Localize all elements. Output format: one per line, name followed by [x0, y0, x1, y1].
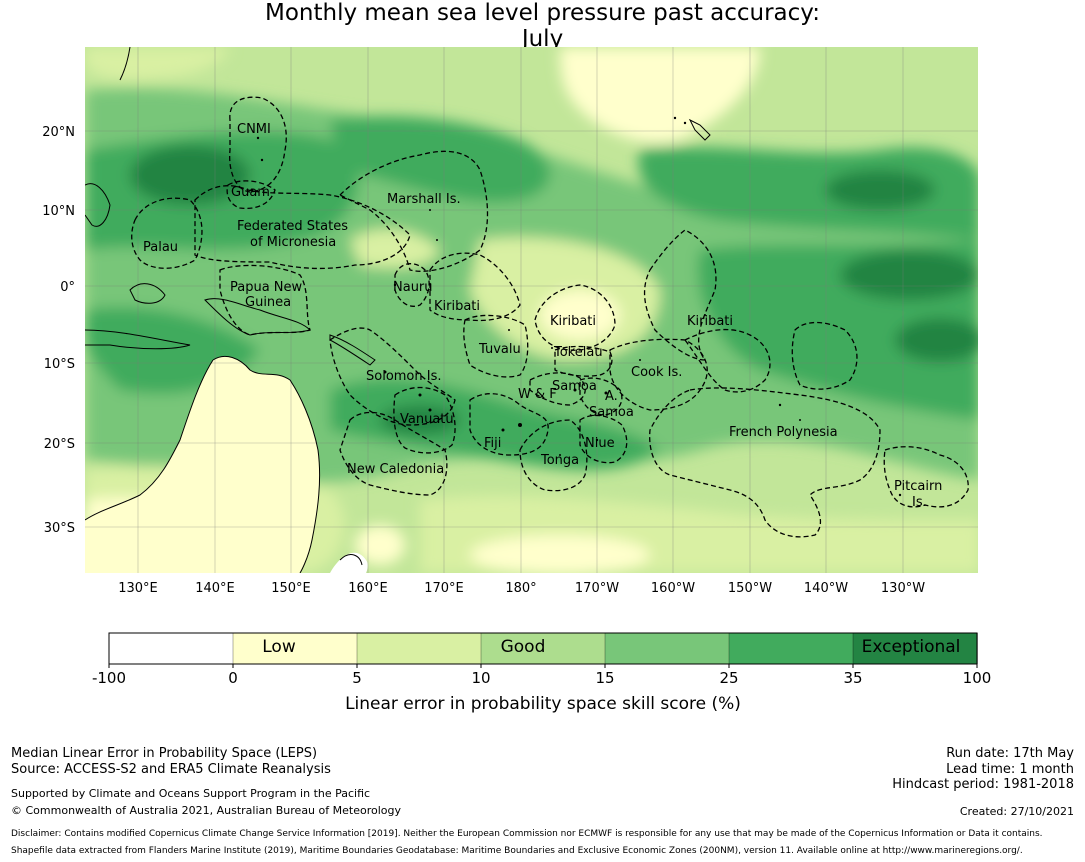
- lon-tick-label: 160°W: [651, 581, 695, 596]
- region-label: Fiji: [484, 436, 501, 451]
- region-label: Kiribati: [550, 314, 596, 329]
- colorbar-tick-label: 25: [719, 669, 738, 687]
- lon-tick-label: 130°W: [881, 581, 925, 596]
- region-label: Pitcairn: [894, 479, 942, 494]
- footer-created: Created: 27/10/2021: [959, 805, 1074, 818]
- region-label: CNMI: [237, 122, 271, 137]
- region-label: Niue: [585, 436, 615, 451]
- region-label: Solomon Is.: [366, 369, 442, 384]
- footer-support: Supported by Climate and Oceans Support …: [11, 787, 371, 800]
- colorbar-tick-label: 15: [595, 669, 614, 687]
- footer-hindcast: Hindcast period: 1981-2018: [892, 777, 1074, 792]
- footer-lead-time: Lead time: 1 month: [946, 762, 1074, 777]
- footer-disclaimer: Disclaimer: Contains modified Copernicus…: [11, 829, 1043, 839]
- skill-field: [85, 47, 978, 573]
- lat-tick-label: 20°N: [42, 125, 75, 140]
- colorbar-cell: [604, 632, 730, 665]
- lon-tick-label: 150°E: [271, 581, 311, 596]
- colorbar-category-exceptional: Exceptional: [862, 637, 961, 657]
- colorbar-cell: [108, 632, 234, 665]
- colorbar-label: Linear error in probability space skill …: [345, 694, 741, 714]
- lon-tick-label: 150°W: [728, 581, 772, 596]
- footer-copyright: © Commonwealth of Australia 2021, Austra…: [11, 804, 401, 817]
- region-label: Papua New: [230, 280, 303, 295]
- region-label: of Micronesia: [250, 235, 336, 250]
- lon-tick-label: 140°W: [804, 581, 848, 596]
- colorbar-category-low: Low: [262, 637, 296, 657]
- footer-shapefile: Shapefile data extracted from Flanders M…: [11, 846, 1023, 856]
- colorbar-cell: [728, 632, 854, 665]
- lon-tick-label: 180°: [505, 581, 536, 596]
- region-label: Guam: [231, 185, 270, 200]
- region-label: Federated States: [237, 219, 348, 234]
- footer-source: Source: ACCESS-S2 and ERA5 Climate Reana…: [11, 762, 331, 777]
- lon-tick-label: 130°E: [118, 581, 158, 596]
- region-label: Marshall Is.: [387, 192, 461, 207]
- colorbar-tick-label: 5: [352, 669, 362, 687]
- lon-tick-label: 160°E: [348, 581, 388, 596]
- region-label: Kiribati: [687, 314, 733, 329]
- region-label: Guinea: [245, 295, 291, 310]
- region-label: W & F: [518, 387, 557, 402]
- footer-run-date: Run date: 17th May: [946, 746, 1074, 761]
- region-label: Vanuatu: [400, 412, 454, 427]
- region-label: Samoa: [552, 379, 597, 394]
- region-label: New Caledonia: [347, 462, 444, 477]
- colorbar-cell: [480, 632, 606, 665]
- region-label: Kiribati: [434, 299, 480, 314]
- footer-leps-title: Median Linear Error in Probability Space…: [11, 746, 318, 761]
- region-label: French Polynesia: [729, 425, 838, 440]
- region-label: Tuvalu: [478, 342, 521, 357]
- colorbar-cell: [232, 632, 358, 665]
- colorbar: Low Good Exceptional -100 0 5 10 15 25 35 100 L…: [92, 632, 992, 714]
- map-title-line1: Monthly mean sea level pressure past acc…: [265, 0, 820, 26]
- colorbar-tick-label: 10: [471, 669, 490, 687]
- colorbar-tick-label: 100: [963, 669, 992, 687]
- region-label: Nauru: [393, 280, 433, 295]
- region-label: Samoa: [589, 405, 634, 420]
- region-label: Is.: [912, 495, 927, 510]
- lon-tick-label: 170°W: [575, 581, 619, 596]
- colorbar-cell: [356, 632, 482, 665]
- region-label: Palau: [143, 240, 178, 255]
- region-label: Cook Is.: [631, 365, 682, 380]
- colorbar-tick-label: 35: [843, 669, 862, 687]
- colorbar-category-good: Good: [501, 637, 546, 657]
- region-label: Tonga: [540, 453, 579, 468]
- region-label: Tokelau: [553, 345, 603, 360]
- lat-tick-label: 30°S: [44, 521, 75, 536]
- lon-tick-label: 170°E: [424, 581, 464, 596]
- lon-tick-label: 140°E: [195, 581, 235, 596]
- lat-tick-label: 10°S: [44, 357, 75, 372]
- colorbar-tick-label: 0: [228, 669, 238, 687]
- lat-tick-label: 0°: [60, 280, 75, 295]
- lat-tick-label: 20°S: [44, 437, 75, 452]
- region-label: A.: [605, 389, 618, 404]
- colorbar-tick-label: -100: [92, 669, 126, 687]
- lat-tick-label: 10°N: [42, 204, 75, 219]
